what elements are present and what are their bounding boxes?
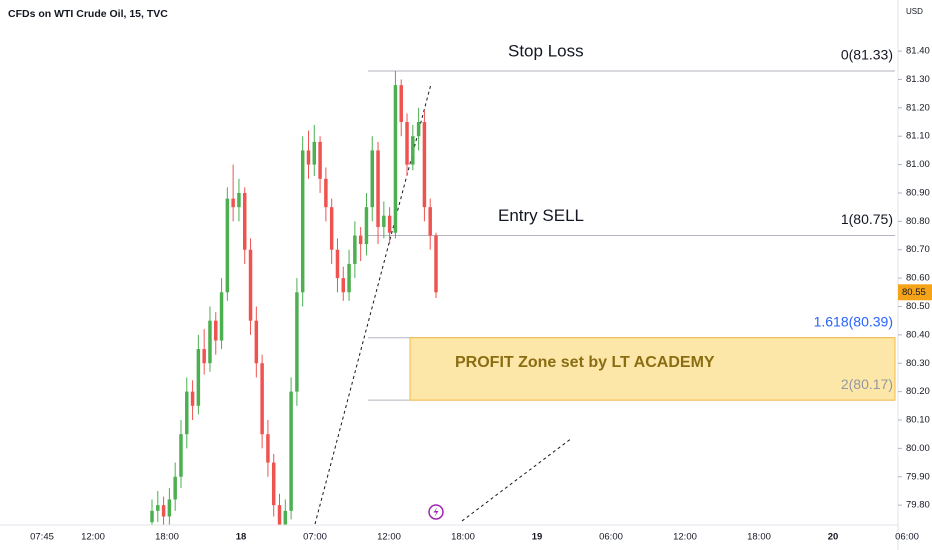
y-tick-label: 80.70 bbox=[906, 244, 930, 255]
candle-body bbox=[254, 320, 259, 364]
x-tick-label: 20 bbox=[828, 532, 839, 543]
candle-body bbox=[393, 85, 398, 233]
candle-body bbox=[167, 499, 172, 517]
candle-body bbox=[156, 505, 160, 511]
x-tick-label: 12:00 bbox=[673, 532, 697, 543]
candle-body bbox=[237, 192, 241, 208]
x-tick-label: 07:00 bbox=[303, 532, 327, 543]
candle-body bbox=[196, 349, 201, 406]
x-tick-label: 18:00 bbox=[451, 532, 475, 543]
candle-body bbox=[318, 141, 322, 179]
candle-body bbox=[358, 235, 363, 245]
candle-body bbox=[422, 122, 427, 208]
y-tick-label: 81.10 bbox=[906, 131, 930, 142]
candle-body bbox=[324, 178, 328, 208]
x-tick-label: 19 bbox=[532, 532, 543, 543]
candle-body bbox=[411, 136, 415, 165]
candle-body bbox=[329, 207, 334, 250]
candle-body bbox=[260, 363, 264, 435]
candle-body bbox=[208, 320, 212, 364]
candle-body bbox=[214, 320, 218, 341]
x-tick-label: 18:00 bbox=[155, 532, 179, 543]
candle-body bbox=[416, 122, 421, 137]
candle-body bbox=[353, 235, 357, 264]
candle-body bbox=[190, 391, 195, 406]
fib-level-text: Stop Loss bbox=[508, 41, 584, 60]
fib-level-label: 2(80.17) bbox=[841, 376, 893, 392]
candle-body bbox=[405, 122, 409, 165]
candle-body bbox=[271, 462, 276, 506]
candle-body bbox=[312, 141, 317, 165]
fib-level-label: 1(80.75) bbox=[841, 211, 893, 227]
chart-title: CFDs on WTI Crude Oil, 15, TVC bbox=[8, 8, 168, 20]
fib-level-text: Entry SELL bbox=[498, 206, 584, 225]
candle-body bbox=[382, 215, 386, 228]
candle-body bbox=[277, 505, 282, 525]
y-tick-label: 80.30 bbox=[906, 358, 930, 369]
y-tick-label: 81.00 bbox=[906, 159, 930, 170]
candle-body bbox=[225, 198, 230, 293]
candle-body bbox=[179, 434, 183, 477]
trend-line bbox=[461, 437, 573, 522]
candle-body bbox=[231, 198, 235, 208]
last-price-tag bbox=[898, 284, 932, 301]
x-tick-label: 18:00 bbox=[747, 532, 771, 543]
candle-body bbox=[300, 150, 305, 293]
y-tick-label: 81.20 bbox=[906, 102, 930, 113]
x-tick-label: 06:00 bbox=[599, 532, 623, 543]
y-tick-label: 80.80 bbox=[906, 216, 930, 227]
candle-body bbox=[347, 263, 351, 293]
y-tick-label: 79.90 bbox=[906, 471, 930, 482]
y-tick-label: 79.80 bbox=[906, 500, 930, 511]
candle-body bbox=[428, 207, 432, 236]
candle-body bbox=[266, 434, 270, 463]
y-tick-label: 80.40 bbox=[906, 329, 930, 340]
zone-label: PROFIT Zone set by LT ACADEMY bbox=[455, 354, 715, 371]
currency: USD bbox=[906, 7, 923, 16]
candle-body bbox=[202, 349, 206, 364]
x-tick-label: 18 bbox=[236, 532, 247, 543]
x-tick-label: 12:00 bbox=[377, 532, 401, 543]
candle-body bbox=[335, 249, 340, 279]
candle-body bbox=[306, 150, 311, 165]
candle-body bbox=[370, 150, 374, 208]
y-tick-label: 80.60 bbox=[906, 273, 930, 284]
y-tick-label: 80.90 bbox=[906, 187, 930, 198]
candle-body bbox=[185, 391, 189, 435]
profit-zone bbox=[409, 337, 896, 401]
candle-body bbox=[376, 150, 380, 228]
candle-body bbox=[399, 85, 403, 123]
x-tick-label: 06:00 bbox=[895, 532, 919, 543]
candle-body bbox=[289, 391, 293, 511]
candle-body bbox=[219, 292, 224, 341]
plot-area bbox=[150, 70, 896, 525]
candle-body bbox=[150, 510, 154, 523]
y-tick-label: 80.50 bbox=[906, 301, 930, 312]
candle-body bbox=[248, 249, 253, 321]
candle-body bbox=[364, 207, 369, 245]
last-price-label: 80.55 bbox=[902, 287, 926, 298]
x-tick-label: 07:45 bbox=[30, 532, 54, 543]
candle-body bbox=[387, 215, 392, 233]
y-tick-label: 80.00 bbox=[906, 443, 930, 454]
candle-body bbox=[434, 235, 438, 293]
candle-body bbox=[295, 292, 299, 392]
y-tick-label: 81.30 bbox=[906, 74, 930, 85]
candle-body bbox=[341, 278, 346, 293]
candle-body bbox=[173, 476, 177, 500]
candle-body bbox=[283, 510, 288, 525]
y-tick-label: 81.40 bbox=[906, 46, 930, 57]
fib-level-label: 0(81.33) bbox=[841, 47, 893, 63]
candle-body bbox=[161, 505, 166, 517]
y-tick-label: 80.20 bbox=[906, 386, 930, 397]
y-tick-label: 80.10 bbox=[906, 415, 930, 426]
fib-level-label: 1.618(80.39) bbox=[814, 313, 893, 329]
x-tick-label: 12:00 bbox=[81, 532, 105, 543]
alert-icon[interactable] bbox=[428, 504, 444, 520]
candle-body bbox=[242, 192, 247, 250]
